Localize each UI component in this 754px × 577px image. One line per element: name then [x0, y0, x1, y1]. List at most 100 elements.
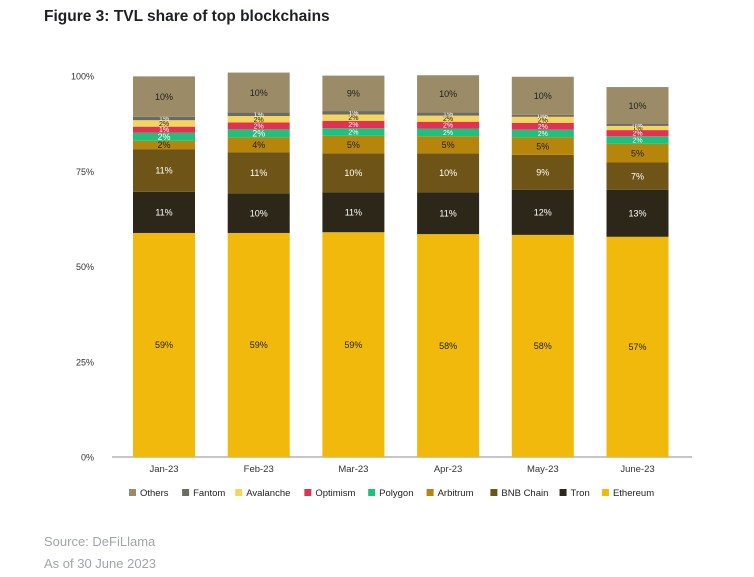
- legend-swatch: [368, 489, 376, 496]
- legend-label: Avalanche: [246, 488, 290, 499]
- legend-label: BNB Chain: [501, 488, 548, 499]
- data-label: 1%: [632, 126, 642, 133]
- bar-segment-others: [417, 75, 480, 113]
- legend-swatch: [426, 489, 434, 496]
- x-tick-label: Jan-23: [149, 464, 178, 475]
- bar-segment-fantom: [133, 116, 195, 121]
- data-label: 10%: [344, 168, 362, 178]
- bar-segment-optimism: [322, 120, 385, 129]
- bar-segment-avalanche: [322, 114, 385, 121]
- bar-segment-polygon: [417, 128, 480, 137]
- legend-swatch: [182, 489, 190, 496]
- bar-segment-bnb-chain: [417, 153, 480, 193]
- bar-segment-polygon: [511, 129, 574, 138]
- data-label: 58%: [534, 341, 552, 351]
- data-label: 5%: [631, 148, 644, 158]
- as-of-note: As of 30 June 2023: [44, 556, 157, 571]
- legend-label: Polygon: [379, 488, 413, 499]
- bar-segment-fantom: [227, 112, 290, 117]
- bar-segment-avalanche: [417, 115, 480, 122]
- y-tick-label: 0%: [81, 453, 94, 463]
- bar-segment-tron: [227, 193, 290, 233]
- data-label: 10%: [250, 88, 268, 98]
- data-label: 2%: [348, 122, 358, 129]
- data-label: 2%: [443, 130, 453, 137]
- bar-segment-ethereum: [606, 236, 669, 457]
- data-label: 2%: [254, 117, 264, 124]
- x-tick-label: Feb-23: [244, 464, 274, 475]
- data-label: 1%: [159, 116, 169, 123]
- bar-segment-polygon: [606, 136, 669, 144]
- legend-label: Fantom: [193, 488, 225, 499]
- bar-segment-bnb-chain: [133, 149, 195, 192]
- bar-segment-optimism: [606, 130, 669, 137]
- data-label: 1%: [443, 112, 453, 119]
- legend-label: Ethereum: [613, 488, 654, 499]
- bar-segment-fantom: [322, 111, 385, 115]
- y-tick-label: 25%: [76, 357, 94, 367]
- data-label: 4%: [252, 140, 265, 150]
- bar-segment-avalanche: [227, 116, 290, 123]
- bar-segment-bnb-chain: [511, 154, 574, 190]
- bar-segment-ethereum: [227, 232, 290, 457]
- data-label: 1%: [159, 127, 169, 134]
- data-label: 2%: [348, 130, 358, 137]
- legend-swatch: [129, 489, 136, 496]
- bar-segment-bnb-chain: [322, 153, 385, 193]
- bar-segment-ethereum: [417, 234, 480, 457]
- data-label: 10%: [250, 208, 268, 218]
- data-label: 59%: [155, 340, 173, 350]
- bar-segment-others: [133, 76, 195, 117]
- data-label: 11%: [155, 166, 172, 176]
- bar-segment-others: [227, 72, 290, 113]
- data-label: 11%: [250, 168, 267, 178]
- source-note: Source: DeFiLlama: [44, 534, 156, 549]
- legend-swatch: [235, 489, 243, 496]
- legend-swatch: [559, 489, 567, 496]
- data-label: 0%: [538, 113, 548, 120]
- data-label: 5%: [442, 140, 455, 150]
- data-label: 2%: [632, 131, 642, 138]
- data-label: 2%: [538, 117, 548, 124]
- data-label: 11%: [155, 208, 172, 218]
- bar-segment-arbitrum: [606, 143, 669, 163]
- data-label: 10%: [439, 168, 457, 178]
- data-label: 10%: [439, 89, 457, 99]
- legend-swatch: [304, 489, 312, 496]
- data-label: 10%: [628, 101, 646, 111]
- data-label: 2%: [538, 131, 548, 138]
- data-label: 10%: [155, 92, 173, 102]
- bar-segment-bnb-chain: [606, 162, 669, 190]
- legend-label: Optimism: [315, 488, 355, 499]
- x-axis: Jan-23 Feb-23 Mar-23 Apr-23 May-23 June-23: [149, 464, 654, 475]
- bar-segment-bnb-chain: [227, 152, 290, 194]
- bar-segment-arbitrum: [322, 135, 385, 154]
- data-label: 1%: [348, 110, 358, 117]
- figure-title: Figure 3: TVL share of top blockchains: [44, 8, 330, 25]
- legend-label: Tron: [571, 488, 590, 499]
- bars: 59%11%11%2%2%1%2%1%10%59%10%11%4%2%2%2%1…: [133, 72, 669, 457]
- bar-segment-others: [322, 75, 385, 112]
- x-tick-label: May-23: [527, 464, 559, 475]
- data-label: 10%: [534, 91, 552, 101]
- bar-segment-avalanche: [606, 125, 669, 131]
- bar-segment-optimism: [227, 122, 290, 130]
- data-label: 0%: [632, 122, 642, 129]
- data-label: 7%: [631, 171, 644, 181]
- data-label: 2%: [159, 121, 169, 128]
- data-label: 2%: [348, 115, 358, 122]
- x-tick-label: Apr-23: [434, 464, 463, 475]
- data-label: 2%: [632, 138, 642, 145]
- data-label: 11%: [345, 207, 362, 217]
- legend-swatch: [490, 489, 498, 496]
- data-label: 59%: [250, 340, 268, 350]
- bar-segment-optimism: [417, 121, 480, 129]
- data-label: 9%: [536, 168, 549, 178]
- bar-segment-arbitrum: [511, 137, 574, 155]
- bar-segment-avalanche: [511, 116, 574, 123]
- bar-segment-others: [511, 76, 574, 115]
- bar-segment-tron: [606, 189, 669, 237]
- data-label: 2%: [157, 140, 170, 150]
- bar-segment-fantom: [417, 112, 480, 116]
- bar-segment-tron: [322, 192, 385, 233]
